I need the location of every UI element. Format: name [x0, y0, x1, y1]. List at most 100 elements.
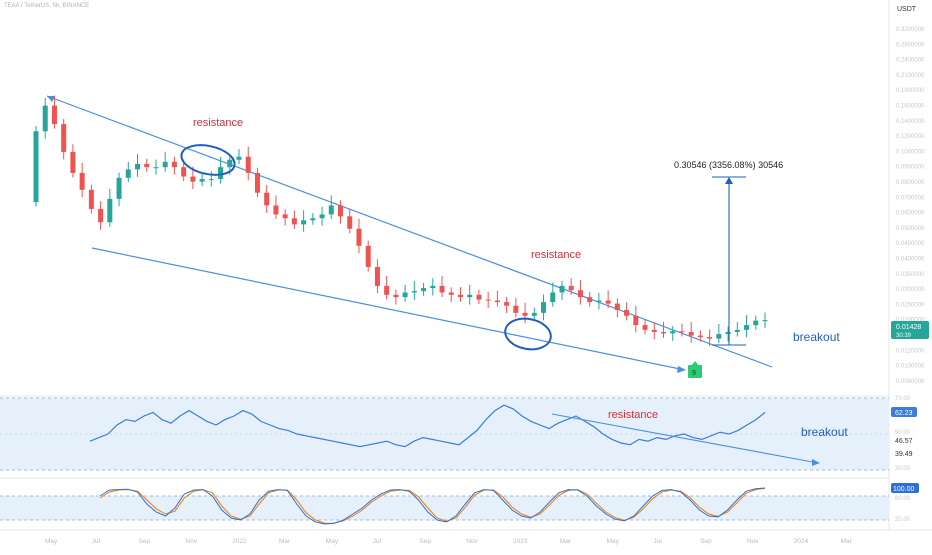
price-axis-label: 0.0120000 — [896, 348, 925, 354]
candle-body — [125, 169, 131, 178]
candle-body — [98, 208, 104, 223]
time-axis-label: Jul — [653, 538, 662, 545]
time-axis-ticks: May Jul Sep Nov 2022 Mar May Jul Sep Nov 2023 Mar Ma… — [45, 538, 853, 545]
candle-body — [282, 214, 288, 219]
candle-body — [531, 312, 537, 316]
candle-body — [679, 331, 685, 333]
time-axis-label: Jul — [373, 538, 382, 545]
candle-body — [734, 329, 740, 332]
candle-body — [707, 337, 713, 339]
current-price-value: 0.01428 — [896, 324, 921, 331]
candle-body — [494, 300, 500, 303]
candle-body — [614, 303, 620, 311]
price-axis-label: 0.0450000 — [896, 241, 925, 247]
candle-body — [568, 285, 574, 291]
chart-header: TEAA / TetherUS, 5h, BINANCE — [4, 3, 90, 9]
candle-body — [218, 167, 224, 180]
signal-badge-pointer — [691, 361, 699, 366]
candle-body — [42, 105, 48, 132]
candle-body — [310, 218, 316, 221]
candle-body — [660, 331, 666, 334]
rsi-value: 62.23 — [895, 410, 913, 417]
lower-trendline — [91, 247, 686, 371]
signal-badge-label: 9 — [692, 370, 696, 377]
price-axis-label: 0.2400000 — [896, 58, 925, 64]
candle-body — [753, 320, 759, 326]
candle-body — [236, 156, 242, 160]
candle-body — [199, 179, 205, 182]
stoch-value-badge — [891, 483, 919, 493]
resistance-label-rsi: resistance — [608, 409, 658, 421]
time-axis-label: Sep — [700, 538, 712, 545]
candle-body — [347, 216, 353, 229]
target-arrowhead — [725, 177, 733, 184]
price-axis-label: 0.0350000 — [896, 272, 925, 278]
lower-trendline-arrowhead — [677, 366, 686, 373]
candle-body — [587, 297, 593, 303]
candle-body — [439, 285, 445, 293]
time-axis-label: Nov — [185, 538, 197, 545]
price-axis-label: 0.3200000 — [896, 27, 925, 33]
candle-body — [227, 159, 233, 168]
candle-body — [365, 245, 371, 267]
resistance-label-mid: resistance — [531, 249, 581, 261]
rsi-level-1: 46.57 — [895, 438, 913, 445]
rsi-value-badge — [891, 407, 917, 417]
candle-body — [79, 172, 85, 190]
candle-body — [430, 285, 436, 289]
time-axis-label: May — [45, 538, 58, 545]
stoch-value: 100.00 — [893, 486, 915, 493]
current-price-badge — [891, 321, 929, 339]
upper-trendline — [46, 95, 773, 368]
candle-body — [356, 228, 362, 246]
candle-body — [402, 292, 408, 298]
candle-body — [374, 266, 380, 286]
price-axis-label: 0.1400000 — [896, 119, 925, 125]
price-axis-label: 0.2800000 — [896, 42, 925, 48]
price-axis-label: 0.0200000 — [896, 318, 925, 324]
candle-body — [605, 300, 611, 304]
candle-body — [476, 294, 482, 300]
candle-body — [319, 214, 325, 219]
candle-body — [70, 151, 76, 173]
time-axis-label: 2023 — [513, 538, 528, 545]
stoch-axis-label: 20.00 — [895, 517, 911, 523]
candle-body — [725, 331, 731, 335]
candle-body — [596, 300, 602, 303]
time-axis-label: Sep — [419, 538, 431, 545]
candle-body — [162, 161, 168, 168]
resistance-label-top: resistance — [193, 117, 243, 129]
breakout-label-rsi: breakout — [801, 425, 848, 439]
candle-body — [716, 334, 722, 339]
breakout-label-price: breakout — [793, 330, 840, 344]
candle-body — [254, 172, 260, 193]
time-axis-label: Sep — [139, 538, 151, 545]
candle-body — [107, 198, 113, 223]
candle-body — [513, 305, 519, 313]
price-axis-label: 0.0900000 — [896, 165, 925, 171]
candle-body — [504, 302, 510, 306]
time-axis-label: Mar — [560, 538, 572, 545]
stoch-axis-ticks: 80.00 20.00 — [895, 496, 911, 523]
candle-body — [448, 292, 454, 295]
time-axis-label: May — [607, 538, 620, 545]
candle-body — [384, 285, 390, 295]
candle-body — [485, 299, 491, 301]
candle-body — [670, 331, 676, 334]
candle-body — [651, 329, 657, 332]
rsi-axis-label: 70.00 — [895, 396, 911, 402]
rsi-level-2: 39.49 — [895, 451, 913, 458]
candle-body — [467, 294, 473, 298]
resistance-test-circle — [180, 144, 236, 176]
current-price-countdown: 30:39 — [896, 333, 912, 339]
target-label: 0.30546 (3356.08%) 30546 — [674, 160, 783, 170]
candle-body — [245, 156, 251, 173]
rsi-axis-label: 50.00 — [895, 430, 911, 436]
candle-body — [33, 131, 39, 203]
candle-body — [116, 177, 122, 199]
candle-body — [190, 176, 196, 182]
candle-body — [328, 205, 334, 215]
candle-body — [88, 189, 94, 209]
